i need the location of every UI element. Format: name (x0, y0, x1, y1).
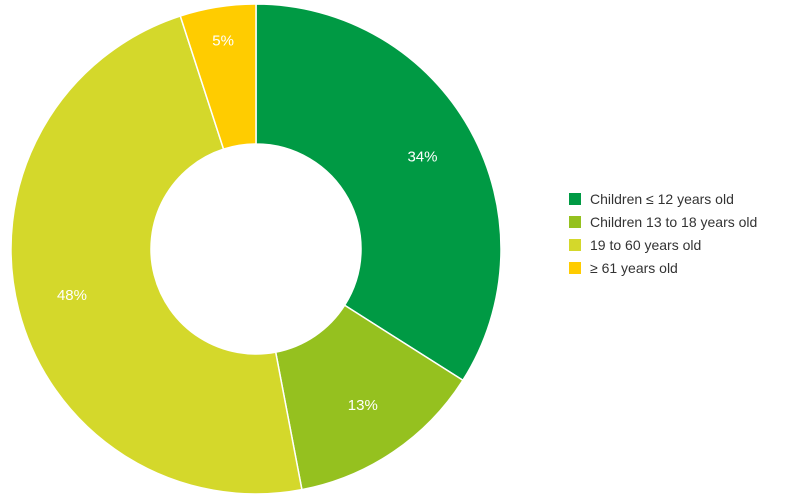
slice-19-60 (10, 15, 303, 495)
slice-61-plus (179, 3, 257, 151)
slice-61-plus-value-label: 5% (212, 33, 234, 50)
legend-label: Children ≤ 12 years old (590, 190, 734, 207)
legend-label: Children 13 to 18 years old (590, 213, 758, 230)
slice-19-60-value-label: 48% (57, 287, 87, 304)
legend: Children ≤ 12 years old Children 13 to 1… (569, 187, 757, 279)
legend-item-19-60: 19 to 60 years old (569, 233, 757, 256)
legend-item-61-plus: ≥ 61 years old (569, 256, 757, 279)
slice-children-12 (255, 3, 502, 382)
legend-swatch (569, 192, 581, 205)
slice-children-13-18 (274, 304, 464, 491)
donut-slices (10, 3, 502, 495)
legend-swatch (569, 238, 581, 251)
legend-swatch (569, 261, 581, 274)
legend-label: 19 to 60 years old (590, 236, 702, 253)
slice-children-12-value-label: 34% (407, 148, 437, 165)
legend-swatch (569, 215, 581, 228)
slice-children-13-18-value-label: 13% (348, 397, 378, 414)
legend-item-children-13-18: Children 13 to 18 years old (569, 210, 757, 233)
legend-item-children-12: Children ≤ 12 years old (569, 187, 757, 210)
legend-label: ≥ 61 years old (590, 259, 678, 276)
donut-slice-labels: 34% 13% 48% 5% (57, 33, 438, 415)
donut-chart: 34% 13% 48% 5% (10, 3, 502, 495)
